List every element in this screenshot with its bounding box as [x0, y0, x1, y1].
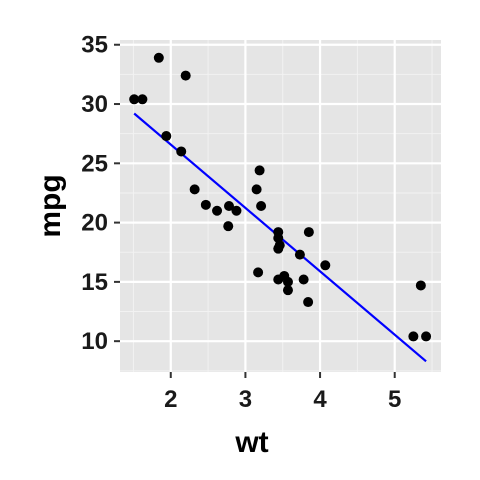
y-tick-label: 20 [81, 210, 108, 237]
data-point [294, 249, 305, 260]
data-point [256, 201, 267, 211]
data-point [320, 260, 331, 271]
y-tick-label: 15 [81, 269, 108, 296]
y-tick-labels: 10 15 20 25 30 35 [81, 32, 108, 355]
data-point [298, 274, 309, 285]
data-point [273, 227, 284, 238]
x-tick-labels: 2 3 4 5 [164, 386, 401, 413]
x-axis-title: wt [234, 426, 268, 459]
data-point [176, 146, 187, 157]
x-tick-label: 4 [313, 386, 327, 413]
x-tick-label: 5 [388, 386, 401, 413]
data-point [153, 52, 164, 63]
y-tick-label: 10 [81, 328, 108, 355]
y-tick-label: 30 [81, 91, 108, 118]
data-point [274, 240, 285, 251]
minor-gridlines [120, 40, 441, 372]
data-point [180, 70, 191, 81]
data-point [282, 276, 293, 287]
data-point [254, 165, 265, 176]
data-point [161, 131, 172, 142]
data-point [421, 331, 432, 342]
data-point [253, 267, 264, 278]
data-point [408, 331, 419, 342]
data-point [129, 94, 140, 105]
data-point [231, 205, 242, 216]
data-point [415, 280, 426, 291]
data-point [137, 94, 148, 105]
y-axis-title: mpg [34, 174, 67, 237]
plot-panel [120, 40, 441, 372]
data-point [200, 199, 211, 210]
data-points [129, 52, 432, 342]
x-tick-label: 2 [164, 386, 177, 413]
y-tick-label: 25 [81, 150, 108, 177]
data-point [251, 184, 262, 195]
data-point [303, 227, 314, 238]
data-point [212, 205, 223, 216]
data-point [189, 184, 200, 195]
x-tick-label: 3 [239, 386, 252, 413]
data-point [223, 221, 234, 232]
data-point [223, 201, 234, 211]
data-point [282, 285, 293, 296]
y-tick-label: 35 [81, 32, 108, 59]
data-point [303, 297, 314, 308]
axis-ticks [114, 43, 396, 378]
